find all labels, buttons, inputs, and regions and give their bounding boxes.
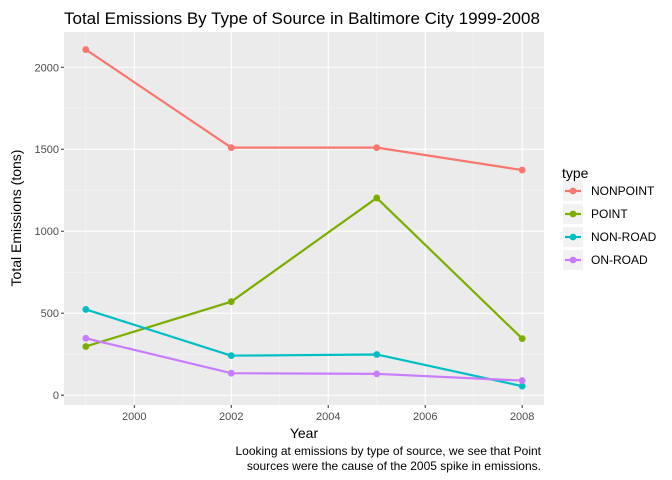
legend-marker-nonpoint bbox=[569, 187, 577, 195]
data-point-non-road bbox=[373, 351, 381, 358]
caption-line-1: Looking at emissions by type of source, … bbox=[235, 444, 541, 458]
legend-marker-on-road bbox=[569, 256, 577, 264]
y-tick-label: 1500 bbox=[35, 144, 59, 156]
data-point-point bbox=[373, 194, 381, 202]
x-tick-label: 2002 bbox=[219, 411, 243, 423]
legend: type NONPOINT POINT NON-ROAD ON-ROAD bbox=[562, 165, 657, 270]
x-tick-label: 2006 bbox=[413, 411, 437, 423]
x-axis-ticks: 2000 2002 2004 2006 2008 bbox=[122, 405, 534, 423]
data-point-on-road bbox=[373, 370, 381, 378]
legend-label-on-road: ON-ROAD bbox=[591, 253, 648, 267]
y-tick-label: 2000 bbox=[35, 62, 59, 74]
data-point-point bbox=[227, 298, 235, 306]
y-tick-label: 0 bbox=[53, 390, 59, 402]
series-line-on-road bbox=[85, 337, 523, 382]
grid-lines bbox=[64, 32, 544, 405]
legend-label-point: POINT bbox=[591, 207, 628, 221]
x-tick-label: 2000 bbox=[122, 411, 146, 423]
caption-line-2: sources were the cause of the 2005 spike… bbox=[247, 459, 541, 473]
data-point-nonpoint bbox=[82, 46, 90, 53]
x-tick-label: 2008 bbox=[510, 411, 534, 423]
x-axis-title: Year bbox=[290, 425, 319, 441]
data-point-non-road bbox=[82, 306, 90, 313]
legend-label-non-road: NON-ROAD bbox=[591, 230, 657, 244]
legend-marker-non-road bbox=[569, 233, 577, 241]
series-layer bbox=[82, 46, 526, 390]
data-point-point bbox=[82, 343, 90, 350]
data-point-on-road bbox=[227, 369, 235, 377]
data-point-non-road bbox=[227, 352, 235, 360]
y-tick-label: 1000 bbox=[35, 226, 59, 238]
legend-label-nonpoint: NONPOINT bbox=[591, 184, 655, 198]
data-point-nonpoint bbox=[227, 144, 235, 151]
data-point-non-road bbox=[518, 382, 526, 390]
series-line-point bbox=[85, 196, 523, 348]
x-tick-label: 2004 bbox=[316, 411, 340, 423]
y-axis-ticks: 0 500 1000 1500 2000 bbox=[35, 62, 64, 402]
chart-title: Total Emissions By Type of Source in Bal… bbox=[64, 9, 540, 28]
legend-title: type bbox=[562, 165, 589, 181]
series-line-non-road bbox=[85, 308, 523, 388]
plot-panel bbox=[64, 32, 544, 405]
series-line-nonpoint bbox=[85, 48, 523, 172]
data-point-nonpoint bbox=[518, 166, 526, 174]
data-point-on-road bbox=[82, 334, 90, 342]
legend-marker-point bbox=[569, 210, 577, 218]
data-point-on-road bbox=[518, 377, 526, 384]
data-point-point bbox=[518, 335, 526, 342]
data-point-nonpoint bbox=[373, 144, 381, 151]
y-axis-title: Total Emissions (tons) bbox=[8, 150, 24, 287]
y-tick-label: 500 bbox=[41, 308, 59, 320]
